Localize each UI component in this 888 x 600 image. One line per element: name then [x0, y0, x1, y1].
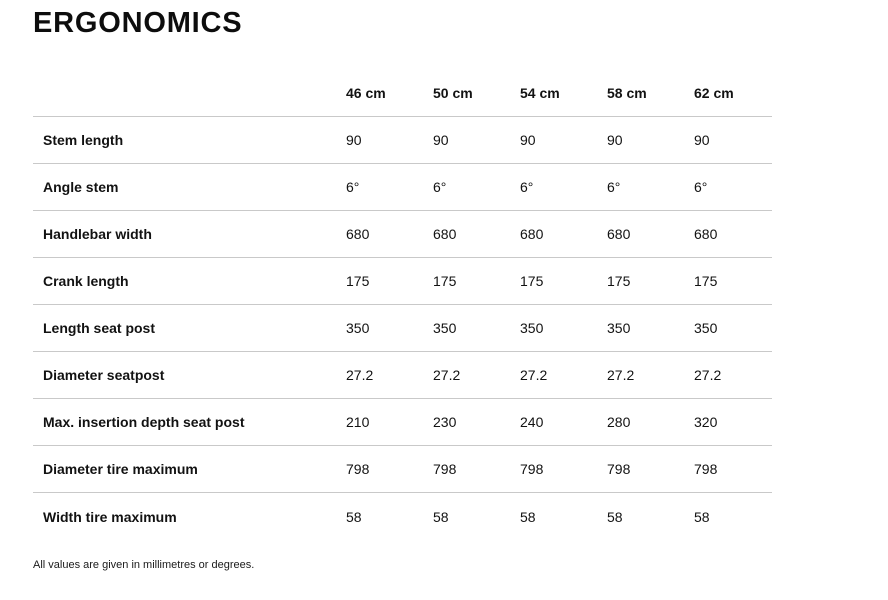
cell-value: 280 — [607, 414, 631, 430]
cell-value: 27.2 — [520, 367, 548, 383]
row-label: Handlebar width — [43, 226, 152, 242]
cell-value: 90 — [346, 132, 362, 148]
column-header: 46 cm — [346, 85, 386, 101]
column-header: 58 cm — [607, 85, 647, 101]
cell-value: 680 — [433, 226, 457, 242]
cell-value: 240 — [520, 414, 544, 430]
column-header: 62 cm — [694, 85, 734, 101]
row-label: Width tire maximum — [43, 508, 177, 525]
table-row: Width tire maximum 58 58 58 58 58 — [33, 493, 772, 540]
table-row: Diameter seatpost 27.2 27.2 27.2 27.2 27.2 — [33, 352, 772, 399]
row-label: Angle stem — [43, 179, 119, 195]
row-label: Max. insertion depth seat post — [43, 414, 245, 430]
column-header: 54 cm — [520, 85, 560, 101]
cell-value: 230 — [433, 414, 457, 430]
ergonomics-table: 46 cm 50 cm 54 cm 58 cm 62 cm Stem length 90 90… — [33, 70, 772, 540]
cell-value: 798 — [433, 461, 457, 477]
cell-value: 680 — [520, 226, 544, 242]
cell-value: 175 — [520, 273, 544, 289]
table-row: Length seat post 350 350 350 350 350 — [33, 305, 772, 352]
row-label: Diameter seatpost — [43, 367, 165, 383]
page-title: ERGONOMICS — [33, 7, 243, 39]
table-row: Diameter tire maximum 798 798 798 798 798 — [33, 446, 772, 493]
cell-value: 680 — [607, 226, 631, 242]
column-header: 50 cm — [433, 85, 473, 101]
table-footnote: All values are given in millimetres or d… — [33, 559, 255, 571]
cell-value: 27.2 — [346, 367, 374, 383]
table-row: Crank length 175 175 175 175 175 — [33, 258, 772, 305]
cell-value: 210 — [346, 414, 370, 430]
row-label: Length seat post — [43, 320, 156, 336]
row-label: Crank length — [43, 273, 129, 289]
cell-value: 320 — [694, 414, 718, 430]
cell-value: 6° — [346, 179, 360, 195]
cell-value: 350 — [607, 320, 631, 336]
row-label: Diameter tire maximum — [43, 461, 198, 477]
cell-value: 6° — [520, 179, 534, 195]
cell-value: 58 — [607, 508, 623, 525]
cell-value: 798 — [346, 461, 370, 477]
cell-value: 680 — [694, 226, 718, 242]
table-row: Handlebar width 680 680 680 680 680 — [33, 211, 772, 258]
cell-value: 27.2 — [607, 367, 635, 383]
cell-value: 798 — [520, 461, 544, 477]
cell-value: 90 — [607, 132, 623, 148]
cell-value: 6° — [694, 179, 708, 195]
row-label: Stem length — [43, 132, 124, 148]
cell-value: 58 — [346, 508, 362, 525]
cell-value: 350 — [433, 320, 457, 336]
cell-value: 58 — [694, 508, 710, 525]
cell-value: 175 — [607, 273, 631, 289]
table-row: Angle stem 6° 6° 6° 6° 6° — [33, 164, 772, 211]
cell-value: 175 — [694, 273, 718, 289]
cell-value: 175 — [346, 273, 370, 289]
cell-value: 798 — [694, 461, 718, 477]
table-row: Max. insertion depth seat post 210 230 240 2… — [33, 399, 772, 446]
cell-value: 27.2 — [694, 367, 722, 383]
cell-value: 6° — [433, 179, 447, 195]
cell-value: 350 — [520, 320, 544, 336]
ergonomics-page: ERGONOMICS 46 cm 50 cm 54 cm 58 cm 62 cm Stem… — [33, 7, 772, 571]
cell-value: 175 — [433, 273, 457, 289]
cell-value: 58 — [520, 508, 536, 525]
cell-value: 58 — [433, 508, 449, 525]
cell-value: 90 — [520, 132, 536, 148]
cell-value: 90 — [433, 132, 449, 148]
cell-value: 6° — [607, 179, 621, 195]
cell-value: 350 — [694, 320, 718, 336]
table-header-row: 46 cm 50 cm 54 cm 58 cm 62 cm — [33, 70, 772, 117]
table-row: Stem length 90 90 90 90 90 — [33, 117, 772, 164]
cell-value: 680 — [346, 226, 370, 242]
cell-value: 27.2 — [433, 367, 461, 383]
cell-value: 798 — [607, 461, 631, 477]
cell-value: 90 — [694, 132, 710, 148]
cell-value: 350 — [346, 320, 370, 336]
